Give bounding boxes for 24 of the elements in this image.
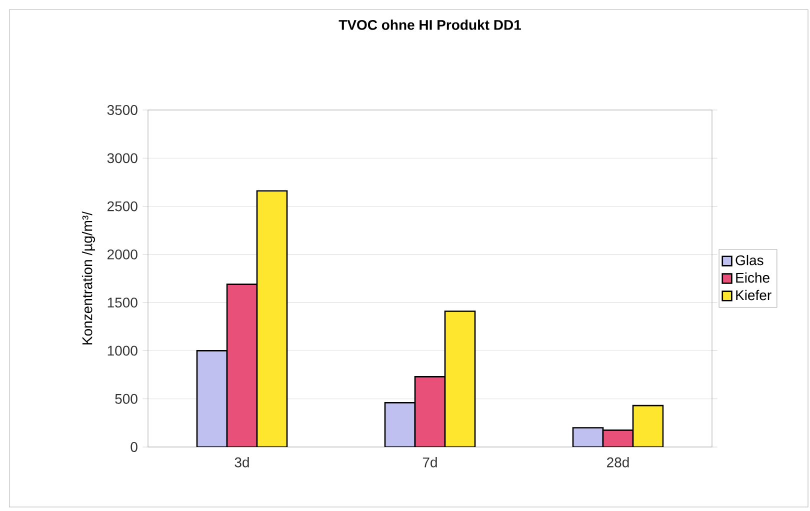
legend-label: Glas (736, 254, 764, 266)
y-tick-label: 500 (115, 394, 138, 404)
y-axis-title: Konzentration /µg/m³/ (82, 211, 95, 344)
y-tick-label: 1500 (108, 298, 138, 308)
bar (384, 402, 416, 447)
y-tick-label: 2500 (108, 201, 138, 212)
x-tick-label: 3d (234, 457, 249, 468)
bar (196, 350, 228, 447)
y-tick-label: 1000 (108, 346, 138, 356)
x-tick-label: 28d (607, 457, 629, 468)
bar (414, 376, 446, 447)
y-tick-label: 0 (130, 442, 138, 452)
x-tick-label: 7d (422, 457, 437, 468)
legend-label: Kiefer (736, 290, 772, 300)
bar (444, 310, 476, 447)
y-tick-label: 3500 (107, 105, 138, 115)
y-tick-label: 2000 (108, 249, 138, 260)
bar (572, 427, 604, 447)
bar (226, 284, 258, 447)
y-tick-label: 3000 (107, 153, 138, 164)
chart-title: TVOC ohne HI Produkt DD1 (338, 20, 521, 30)
legend-label: Eiche (736, 272, 770, 283)
bar (256, 190, 288, 447)
bar (632, 404, 664, 447)
